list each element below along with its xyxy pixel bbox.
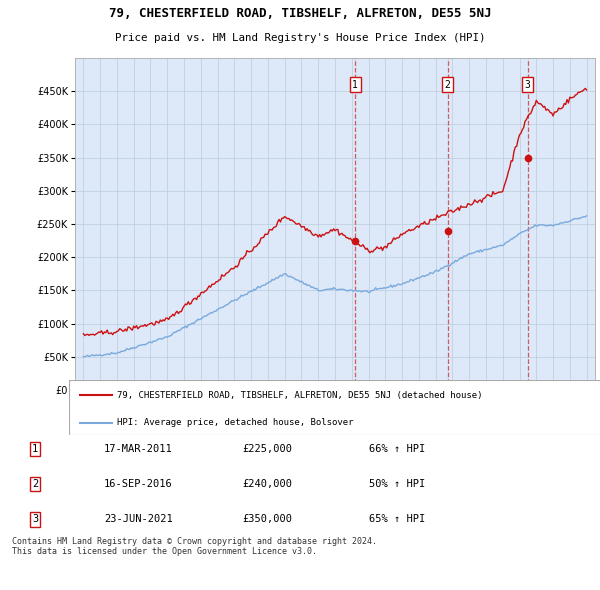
Text: 1: 1: [352, 80, 358, 90]
Text: 2: 2: [32, 479, 38, 489]
Text: 3: 3: [524, 80, 530, 90]
Text: HPI: Average price, detached house, Bolsover: HPI: Average price, detached house, Bols…: [117, 418, 353, 427]
Text: Contains HM Land Registry data © Crown copyright and database right 2024.
This d: Contains HM Land Registry data © Crown c…: [12, 537, 377, 556]
Text: 2: 2: [445, 80, 451, 90]
Text: Price paid vs. HM Land Registry's House Price Index (HPI): Price paid vs. HM Land Registry's House …: [115, 33, 485, 43]
Text: 16-SEP-2016: 16-SEP-2016: [104, 479, 173, 489]
Text: 79, CHESTERFIELD ROAD, TIBSHELF, ALFRETON, DE55 5NJ (detached house): 79, CHESTERFIELD ROAD, TIBSHELF, ALFRETO…: [117, 391, 482, 400]
Text: 65% ↑ HPI: 65% ↑ HPI: [369, 514, 425, 525]
Text: £225,000: £225,000: [242, 444, 292, 454]
Text: £240,000: £240,000: [242, 479, 292, 489]
Text: 50% ↑ HPI: 50% ↑ HPI: [369, 479, 425, 489]
Text: 1: 1: [32, 444, 38, 454]
Text: 79, CHESTERFIELD ROAD, TIBSHELF, ALFRETON, DE55 5NJ: 79, CHESTERFIELD ROAD, TIBSHELF, ALFRETO…: [109, 7, 491, 20]
Text: 3: 3: [32, 514, 38, 525]
Text: 23-JUN-2021: 23-JUN-2021: [104, 514, 173, 525]
Text: 17-MAR-2011: 17-MAR-2011: [104, 444, 173, 454]
Text: £350,000: £350,000: [242, 514, 292, 525]
Text: 66% ↑ HPI: 66% ↑ HPI: [369, 444, 425, 454]
